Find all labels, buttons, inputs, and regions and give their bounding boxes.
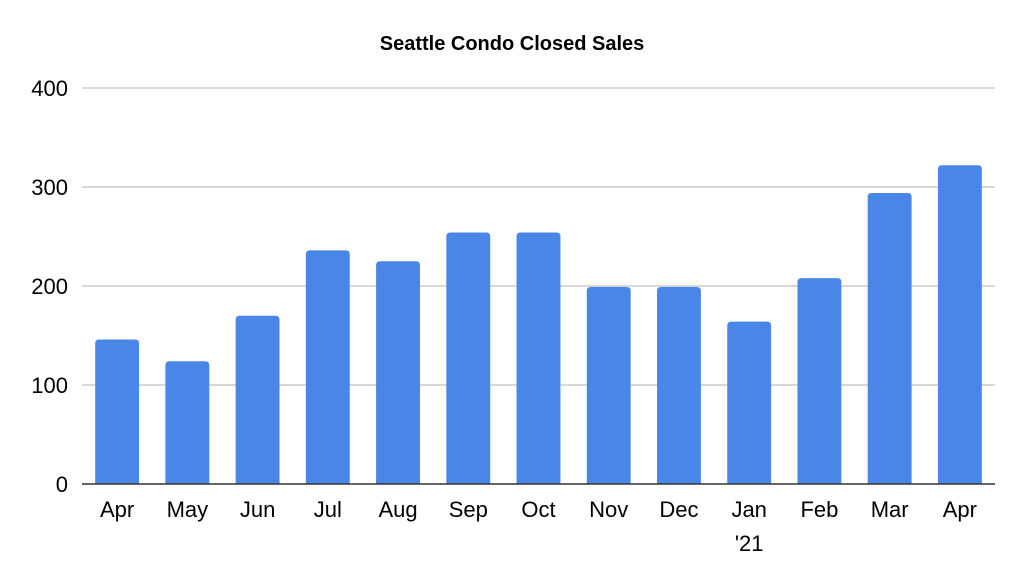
x-tick-label: May [167, 497, 209, 522]
bar [797, 278, 842, 484]
x-tick-label: Oct [521, 497, 555, 522]
y-tick-label: 200 [31, 274, 68, 299]
y-axis-tick-labels: 0 100 200 300 400 [31, 76, 68, 497]
x-tick-label: Feb [800, 497, 838, 522]
y-tick-label: 400 [31, 76, 68, 101]
x-tick-label: Jul [314, 497, 342, 522]
bar [446, 232, 491, 484]
x-tick-label: Sep [449, 497, 488, 522]
bar [657, 286, 701, 484]
bar [165, 361, 210, 484]
bar [867, 192, 912, 484]
bar [95, 339, 140, 484]
bar [376, 261, 420, 484]
chart-title: Seattle Condo Closed Sales [380, 33, 645, 55]
y-tick-label: 100 [31, 373, 68, 398]
bar [235, 315, 280, 484]
x-axis-tick-labels: Apr May Jun Jul Aug Sep Oct Nov Dec Jan '21 Feb Mar A… [100, 497, 977, 556]
y-tick-label: 300 [31, 175, 68, 200]
x-tick-label: Jan '21 [731, 497, 766, 556]
x-tick-label: Jun [240, 497, 275, 522]
x-tick-label: Aug [378, 497, 417, 522]
bar [586, 286, 631, 484]
x-tick-label: Mar [871, 497, 909, 522]
x-tick-label: Nov [589, 497, 628, 522]
bars [95, 165, 982, 484]
y-tick-label: 0 [56, 472, 68, 497]
bar [305, 250, 350, 484]
x-tick-label: Apr [100, 497, 134, 522]
bar [516, 232, 561, 484]
x-tick-label: Apr [943, 497, 977, 522]
bar [937, 165, 982, 484]
bar [727, 321, 772, 484]
x-tick-label: Dec [659, 497, 698, 522]
